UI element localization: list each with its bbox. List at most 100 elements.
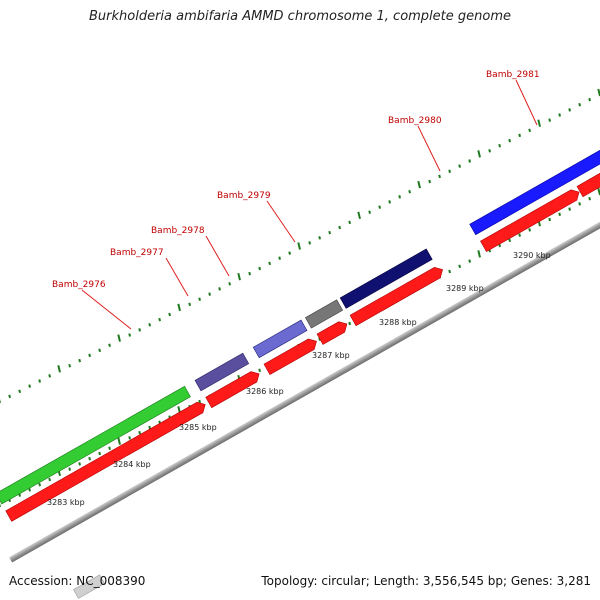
tick-label: 3288 kbp xyxy=(379,318,417,327)
tick-mark xyxy=(228,282,231,286)
tick-mark xyxy=(28,384,31,388)
tick-mark xyxy=(38,379,41,383)
tick-mark xyxy=(278,256,281,260)
tick-mark xyxy=(78,462,81,466)
tick-mark xyxy=(558,113,561,117)
cds-feature[interactable] xyxy=(576,133,600,198)
tick-mark xyxy=(328,230,331,235)
tick-label: 3289 kbp xyxy=(446,284,484,293)
tick-mark xyxy=(508,138,511,143)
gene-label-lines xyxy=(81,79,538,330)
gene-features xyxy=(0,105,600,505)
tick-mark xyxy=(458,264,461,269)
tick-mark xyxy=(568,207,571,211)
tick-mark xyxy=(168,312,171,317)
gene-bar-bamb-2981[interactable] xyxy=(469,105,600,236)
tick-mark xyxy=(288,251,291,255)
tick-mark xyxy=(578,102,581,107)
tick-mark xyxy=(48,374,51,378)
cds-feature[interactable] xyxy=(5,399,208,522)
tick-mark xyxy=(548,118,551,122)
tick-mark xyxy=(8,394,11,399)
cds-feature[interactable] xyxy=(316,319,350,345)
tick-mark xyxy=(357,211,361,220)
cds-feature[interactable] xyxy=(263,336,319,376)
tick-mark xyxy=(68,467,71,471)
tick-mark xyxy=(148,425,151,430)
map-title: Burkholderia ambifaria AMMD chromosome 1… xyxy=(88,9,512,24)
tick-mark xyxy=(477,250,481,258)
gene-label[interactable]: Bamb_2977 xyxy=(110,248,164,258)
tick-mark xyxy=(558,212,561,217)
tick-label: 3286 kbp xyxy=(246,387,284,396)
tick-mark xyxy=(528,128,531,133)
tick-label: 3284 kbp xyxy=(113,460,151,469)
tick-mark xyxy=(588,196,591,201)
tick-label: 3285 kbp xyxy=(179,423,217,432)
tick-mark xyxy=(88,456,91,461)
gene-bar-bamb-2976[interactable] xyxy=(0,385,191,505)
tick-mark xyxy=(108,343,111,347)
gene-label[interactable]: Bamb_2976 xyxy=(52,280,106,290)
tick-mark xyxy=(128,333,131,337)
tick-mark xyxy=(57,365,61,373)
gene-label[interactable]: Bamb_2980 xyxy=(388,116,442,126)
tick-mark xyxy=(508,238,511,243)
tick-mark xyxy=(117,334,121,342)
tick-mark xyxy=(477,150,481,158)
tick-mark xyxy=(198,297,201,301)
tick-mark xyxy=(388,200,391,204)
cds-feature[interactable] xyxy=(205,369,262,409)
summary-text: Topology: circular; Length: 3,556,545 bp… xyxy=(261,574,591,588)
tick-mark xyxy=(378,205,381,209)
tick-mark xyxy=(28,488,31,492)
tick-label: 3283 kbp xyxy=(47,498,85,507)
tick-mark xyxy=(98,451,101,456)
gene-bar-bamb-2979[interactable] xyxy=(305,299,344,329)
tick-mark xyxy=(258,266,261,271)
tick-mark xyxy=(458,164,461,168)
tick-mark xyxy=(117,437,121,445)
tick-mark xyxy=(348,220,351,225)
tick-mark xyxy=(188,302,191,307)
tick-mark xyxy=(518,233,521,237)
gene-labels: Bamb_2976 Bamb_2977 Bamb_2978 Bamb_2979 … xyxy=(52,70,540,290)
gene-label[interactable]: Bamb_2981 xyxy=(486,70,540,80)
tick-mark xyxy=(318,236,321,240)
cds-feature[interactable] xyxy=(480,187,582,253)
tick-mark xyxy=(68,363,71,368)
tick-mark xyxy=(438,174,441,179)
genome-backbone xyxy=(9,171,600,563)
gene-bar-bamb-2980[interactable] xyxy=(339,248,433,309)
tick-labels: 3283 kbp 3284 kbp 3285 kbp 3286 kbp 3287… xyxy=(47,251,551,507)
tick-mark xyxy=(158,317,161,322)
tick-mark xyxy=(498,143,501,148)
cds-feature[interactable] xyxy=(349,264,445,327)
tick-mark xyxy=(468,159,471,163)
tick-label: 3287 kbp xyxy=(312,351,350,360)
tick-mark xyxy=(528,228,531,232)
gene-label[interactable]: Bamb_2978 xyxy=(151,226,205,236)
tick-mark xyxy=(297,242,301,250)
cds-features xyxy=(5,133,600,522)
tick-mark xyxy=(398,195,401,199)
gene-bar-bamb-2978[interactable] xyxy=(252,319,308,359)
tick-mark xyxy=(98,348,101,353)
tick-mark xyxy=(518,133,521,138)
tick-mark xyxy=(48,477,51,482)
tick-mark xyxy=(548,217,551,222)
tick-label: 3290 kbp xyxy=(513,251,551,260)
tick-mark xyxy=(408,189,411,194)
tick-mark xyxy=(138,430,141,435)
partial-feature[interactable] xyxy=(73,574,105,599)
tick-mark xyxy=(578,202,581,206)
gene-bar-bamb-2977[interactable] xyxy=(194,352,250,392)
gene-label[interactable]: Bamb_2979 xyxy=(217,191,271,201)
tick-mark xyxy=(348,321,351,326)
tick-mark xyxy=(268,261,271,266)
tick-mark xyxy=(18,389,21,394)
tick-row-outer xyxy=(0,88,600,403)
tick-mark xyxy=(488,149,491,153)
